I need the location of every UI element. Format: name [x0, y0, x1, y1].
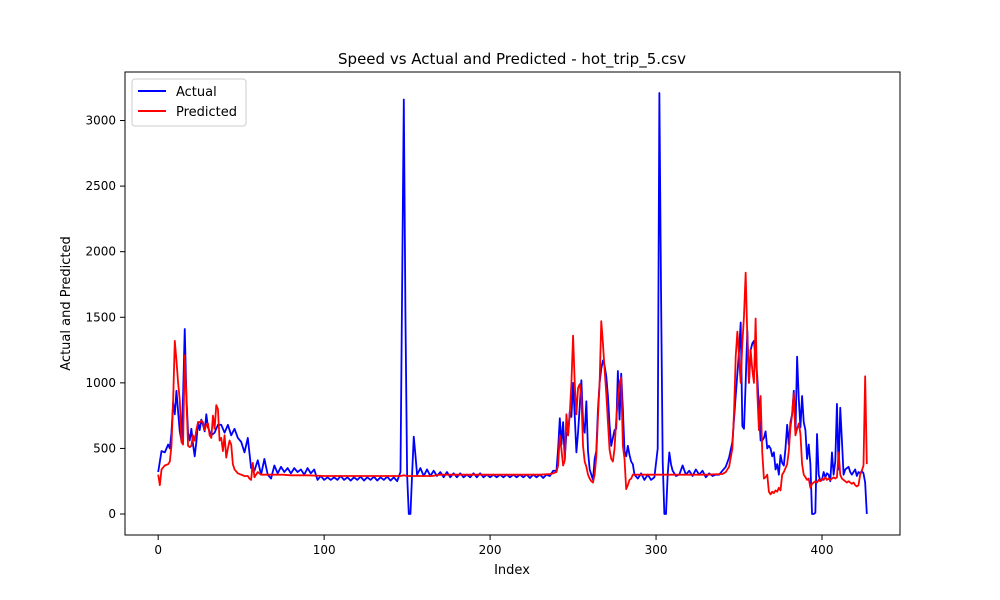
y-axis-label: Actual and Predicted — [59, 236, 74, 370]
y-axis: 0 500 1000 1500 2000 2500 3000 — [85, 114, 125, 521]
y-tick-label: 500 — [93, 441, 116, 455]
x-axis-label: Index — [494, 563, 530, 578]
y-tick-label: 2500 — [85, 179, 116, 193]
series-layer — [157, 92, 868, 515]
y-tick-label: 0 — [108, 507, 116, 521]
x-tick-label: 0 — [154, 543, 162, 557]
x-tick-label: 300 — [645, 543, 668, 557]
x-tick-label: 400 — [811, 543, 834, 557]
legend: Actual Predicted — [131, 78, 247, 127]
y-tick-label: 1500 — [85, 310, 116, 324]
x-tick-label: 100 — [313, 543, 336, 557]
y-tick-label: 1000 — [85, 376, 116, 390]
legend-label-actual: Actual — [176, 85, 217, 100]
y-tick-label: 2000 — [85, 245, 116, 259]
legend-label-predicted: Predicted — [176, 105, 237, 120]
x-tick-label: 200 — [479, 543, 502, 557]
chart-title: Speed vs Actual and Predicted - hot_trip… — [338, 50, 686, 69]
x-axis: 0 100 200 300 400 — [154, 535, 833, 557]
y-tick-label: 3000 — [85, 114, 116, 128]
plot-area: 0 100 200 300 400 0 500 1000 1500 2000 2500 3000 — [85, 71, 901, 557]
series-line-predicted — [157, 271, 868, 496]
series-line-actual — [157, 92, 868, 515]
plot-frame — [124, 71, 901, 536]
